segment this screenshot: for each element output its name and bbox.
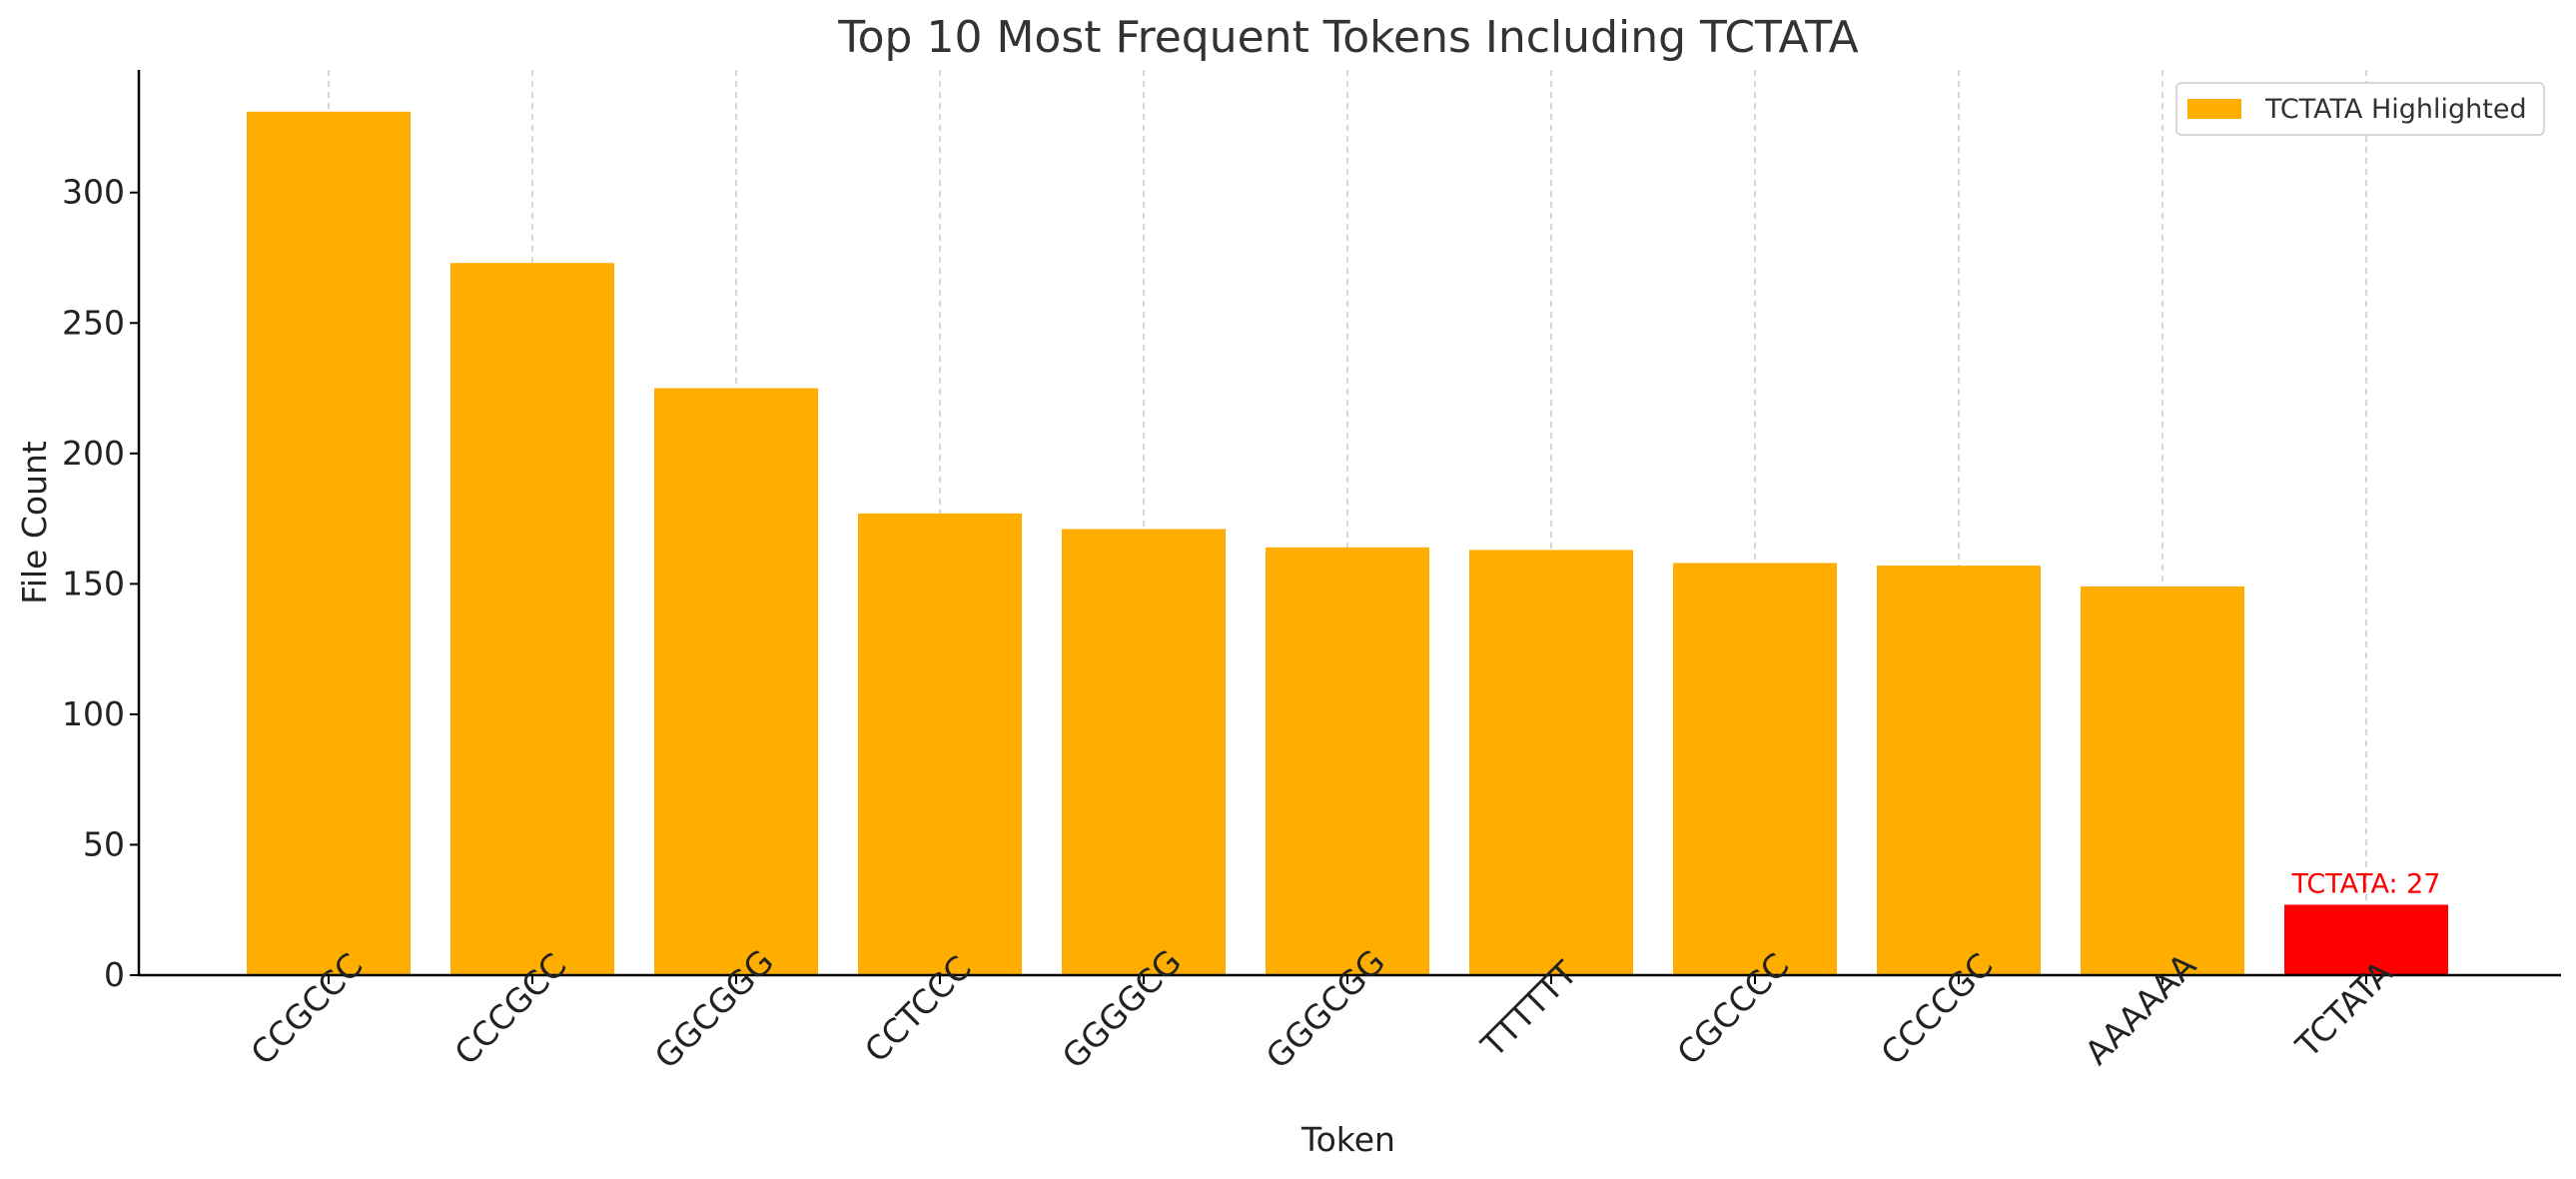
bar-gggcgg <box>1266 547 1429 975</box>
bar-cgcccc <box>1673 563 1837 975</box>
y-tick-label: 150 <box>62 564 125 602</box>
y-tick-label: 250 <box>62 303 125 342</box>
annotation-layer: TCTATA: 27 <box>2291 869 2441 900</box>
bars-layer <box>247 111 2448 976</box>
legend: TCTATA Highlighted <box>2175 82 2545 136</box>
legend-box <box>2175 82 2545 136</box>
bar-ccccgc <box>1877 566 2041 975</box>
y-tick-label: 100 <box>62 694 125 733</box>
bar-ggggcg <box>1062 529 1226 975</box>
y-tick-label: 200 <box>62 434 125 473</box>
legend-swatch <box>2187 99 2241 119</box>
y-tick-label: 300 <box>62 173 125 212</box>
legend-label: TCTATA Highlighted <box>2264 94 2527 125</box>
axes-layer <box>137 70 2561 977</box>
bar-tctata <box>2284 904 2448 975</box>
bar-ggcggg <box>654 388 818 975</box>
bar-ccgccc <box>247 111 411 976</box>
y-tick-label: 50 <box>83 824 125 863</box>
y-ticks: 0 50 100 150 200 250 300 <box>62 173 139 994</box>
bar-cctccc <box>858 513 1022 975</box>
bar-tttttt <box>1469 550 1633 975</box>
chart-title: Top 10 Most Frequent Tokens Including TC… <box>837 12 1859 63</box>
y-tick-label: 0 <box>104 955 125 994</box>
y-axis-label: File Count <box>15 441 54 604</box>
bar-cccgcc <box>450 263 614 975</box>
bar-aaaaaa <box>2081 586 2244 975</box>
highlight-annotation: TCTATA: 27 <box>2291 869 2441 900</box>
x-axis-label: Token <box>1300 1120 1395 1159</box>
